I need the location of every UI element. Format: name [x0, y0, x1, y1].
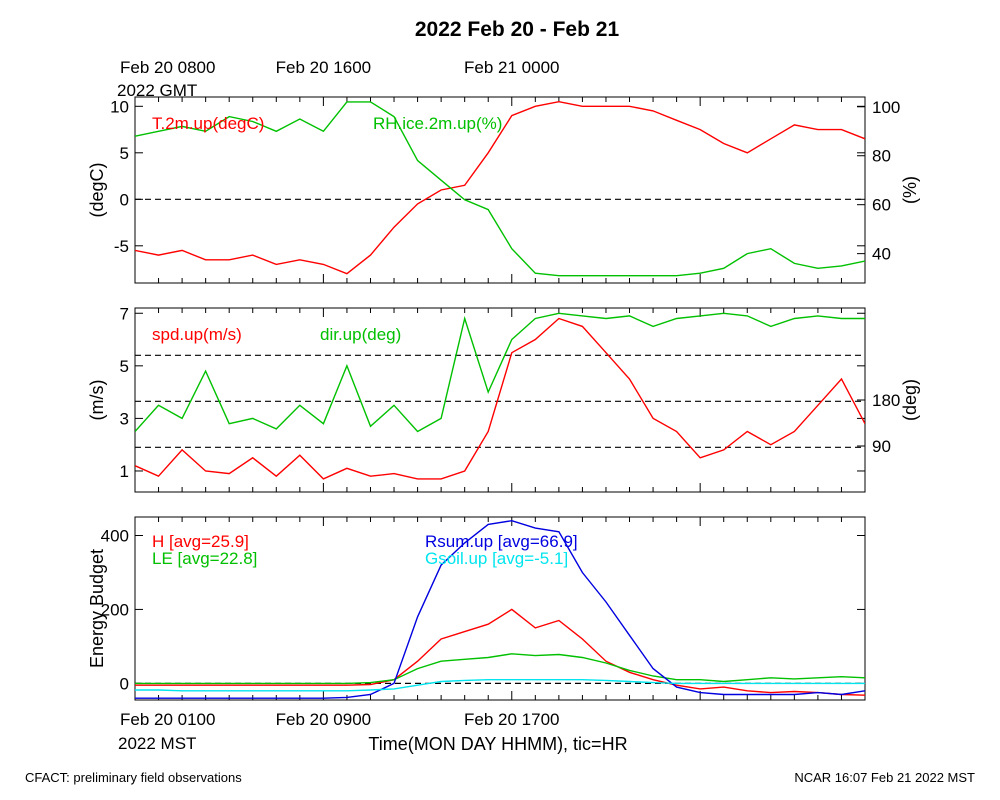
footer-left: CFACT: preliminary field observations [25, 770, 242, 785]
series-line-rh-ice-2m-up [135, 101, 865, 277]
y-tick-label-left: 10 [110, 97, 129, 116]
y-tick-label-right: 90 [872, 437, 891, 456]
legend-rsum-up-avg-66-9: Rsum.up [avg=66.9] [425, 532, 578, 551]
y-tick-label-right: 80 [872, 147, 891, 166]
x-axis-label: Time(MON DAY HHMM), tic=HR [368, 734, 627, 754]
series-line-le-avg-22-8 [135, 653, 865, 685]
series-line-rsum-up-avg-66-9 [135, 519, 865, 699]
y-tick-label-right: 100 [872, 98, 900, 117]
bottom-tick-label-sub: 2022 MST [118, 734, 196, 753]
legend-h-avg-25-9: H [avg=25.9] [152, 532, 249, 551]
y-tick-label-right: 180 [872, 391, 900, 410]
y-tick-label-left: 200 [101, 600, 129, 619]
y-axis-label-left: (m/s) [87, 380, 107, 421]
y-tick-label-left: 0 [120, 674, 129, 693]
series-line-spd-up-m-s [135, 317, 865, 480]
legend-t-2m-up-degc: T.2m.up(degC) [152, 114, 264, 133]
series-line-h-avg-25-9 [135, 608, 865, 696]
series-line-gsoil-up-avg-5-1 [135, 679, 865, 692]
panel-3: 0 200 400 Energy Budget H [avg=25.9]LE [avg=… [87, 516, 866, 701]
panel-1: -5 0 5 10 40 60 80 100 (degC) (%) T.2m.up(degC) RH.… [87, 96, 920, 284]
bottom-tick-label: Feb 20 0100 [120, 710, 215, 729]
top-tick-label-sub: 2022 GMT [117, 81, 197, 100]
y-tick-label-left: 1 [120, 462, 129, 481]
top-tick-label: Feb 21 0000 [464, 58, 559, 77]
bottom-tick-label: Feb 20 0900 [276, 710, 371, 729]
y-axis-label-right: (deg) [900, 379, 920, 421]
y-axis-label-left: Energy Budget [87, 549, 107, 668]
legend-gsoil-up-avg-5-1: Gsoil.up [avg=-5.1] [425, 549, 568, 568]
panel-frame [134, 96, 866, 284]
y-tick-label-left: 5 [120, 357, 129, 376]
y-tick-label-right: 60 [872, 196, 891, 215]
top-tick-label: Feb 20 0800 [120, 58, 215, 77]
footer-right: NCAR 16:07 Feb 21 2022 MST [794, 770, 975, 785]
series-line-dir-up-deg [135, 312, 865, 433]
y-axis-label-left: (degC) [87, 162, 107, 217]
legend-dir-up-deg: dir.up(deg) [320, 325, 401, 344]
panel-2: 1 3 5 7 90 180 (m/s) (deg) spd.up(m/s) dir.up(deg… [87, 304, 920, 493]
legend-rh-ice-2m-up: RH.ice.2m.up(%) [373, 114, 502, 133]
legend-spd-up-m-s: spd.up(m/s) [152, 325, 242, 344]
panel-frame [134, 307, 866, 493]
panel-frame [134, 516, 866, 701]
y-axis-label-right: (%) [900, 176, 920, 204]
legend-le-avg-22-8: LE [avg=22.8] [152, 549, 257, 568]
top-tick-label: Feb 20 1600 [276, 58, 371, 77]
bottom-tick-label: Feb 20 1700 [464, 710, 559, 729]
y-tick-label-left: 7 [120, 304, 129, 323]
series-line-t-2m-up-degc [135, 100, 865, 275]
chart-title: 2022 Feb 20 - Feb 21 [415, 18, 620, 41]
y-tick-label-left: 0 [120, 190, 129, 209]
y-tick-label-right: 40 [872, 245, 891, 264]
y-tick-label-left: 3 [120, 409, 129, 428]
y-tick-label-left: 5 [120, 144, 129, 163]
y-tick-label-left: -5 [114, 237, 129, 256]
y-tick-label-left: 400 [101, 526, 129, 545]
